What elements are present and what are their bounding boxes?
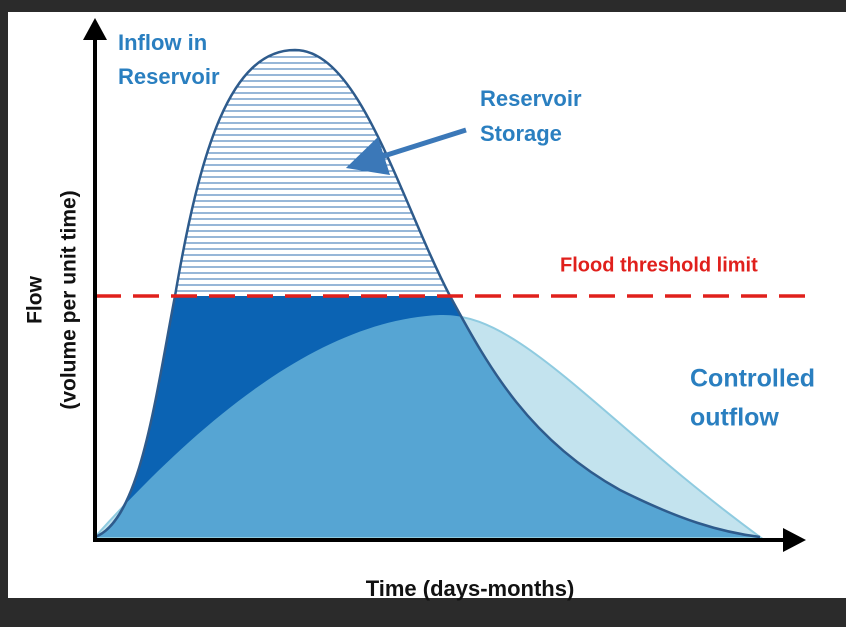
outflow-label: Controlled <box>690 365 815 393</box>
storage-label: Reservoir <box>480 86 582 111</box>
inflow-label: Reservoir <box>118 64 220 89</box>
threshold-label: Flood threshold limit <box>560 254 758 276</box>
outflow-label: outflow <box>690 404 779 432</box>
inflow-label: Inflow in <box>118 30 207 55</box>
storage-label: Storage <box>480 121 562 146</box>
y-axis-title: Flow <box>24 275 47 323</box>
y-axis-title: (volume per unit time) <box>58 190 81 409</box>
x-axis-title: Time (days-months) <box>366 576 575 601</box>
diagram: Inflow in Reservoir Reservoir Storage Fl… <box>0 0 846 627</box>
